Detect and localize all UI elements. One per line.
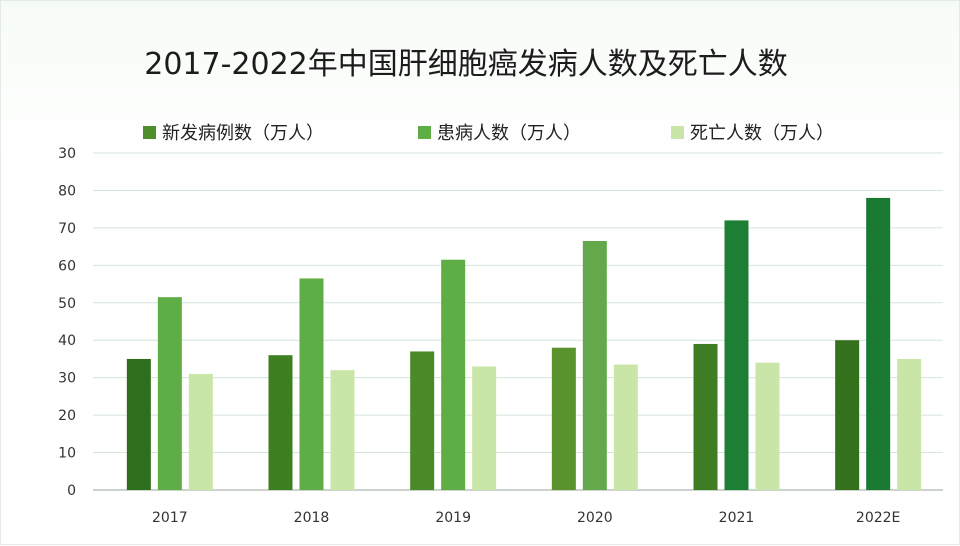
legend-item-deaths: 死亡人数（万人） xyxy=(671,119,834,145)
bar xyxy=(613,364,638,490)
bar xyxy=(126,358,151,490)
chart-title: 2017-2022年中国肝细胞癌发病人数及死亡人数 xyxy=(144,47,788,82)
bar xyxy=(835,340,860,490)
legend-label-new-cases: 新发病例数（万人） xyxy=(162,123,324,144)
legend-item-new-cases: 新发病例数（万人） xyxy=(143,119,324,145)
bar xyxy=(693,343,718,490)
y-tick-label: 60 xyxy=(58,258,76,274)
y-tick-label: 50 xyxy=(58,296,76,312)
y-tick-label: 0 xyxy=(67,483,76,499)
y-tick-label: 10 xyxy=(58,446,76,462)
x-tick-label: 2017 xyxy=(152,510,188,526)
bar xyxy=(897,358,922,490)
bar xyxy=(755,362,780,490)
bar xyxy=(866,197,891,490)
y-tick-label: 20 xyxy=(58,408,76,424)
bar xyxy=(268,355,293,490)
x-tick-label: 2022E xyxy=(856,510,900,526)
x-tick-label: 2019 xyxy=(435,510,471,526)
x-tick-label: 2020 xyxy=(577,510,613,526)
y-tick-label: 70 xyxy=(58,221,76,237)
bar xyxy=(330,370,355,490)
bar xyxy=(551,347,576,490)
legend-swatch-patients xyxy=(418,125,431,139)
bar xyxy=(724,220,749,490)
y-tick-label: 30 xyxy=(58,146,76,162)
legend-swatch-deaths xyxy=(671,125,684,139)
y-tick-label: 30 xyxy=(58,371,76,387)
legend-label-deaths: 死亡人数（万人） xyxy=(690,123,834,144)
bar xyxy=(157,297,182,490)
bar xyxy=(472,366,497,490)
x-tick-label: 2018 xyxy=(294,510,330,526)
x-tick-label: 2021 xyxy=(719,510,755,526)
bar xyxy=(441,259,466,490)
bar xyxy=(410,351,435,490)
legend-swatch-new-cases xyxy=(143,125,156,139)
bar xyxy=(582,240,607,490)
legend: 新发病例数（万人） 患病人数（万人） 死亡人数（万人） xyxy=(1,119,960,147)
y-tick-label: 80 xyxy=(58,183,76,199)
bar xyxy=(188,373,213,490)
legend-item-patients: 患病人数（万人） xyxy=(418,119,581,145)
legend-label-patients: 患病人数（万人） xyxy=(437,123,581,144)
bar xyxy=(299,278,324,490)
y-tick-label: 40 xyxy=(58,333,76,349)
